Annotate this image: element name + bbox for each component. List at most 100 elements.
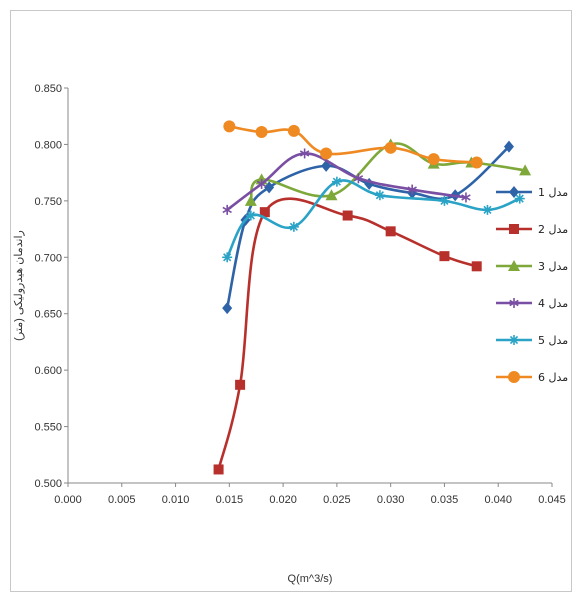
data-point-stroke bbox=[483, 205, 492, 214]
data-point bbox=[325, 189, 338, 201]
data-point bbox=[503, 140, 514, 153]
data-point bbox=[213, 464, 224, 475]
data-point bbox=[331, 176, 342, 187]
axes bbox=[67, 88, 552, 484]
x-tick-label: 0.010 bbox=[162, 494, 190, 506]
legend: مدل 1 مدل 2 مدل 3 مدل 4 مدل 5 مدل 6 bbox=[496, 186, 568, 384]
legend-entry-3: مدل 3 bbox=[496, 260, 568, 273]
series-line bbox=[217, 197, 479, 471]
y-tick-label: 0.850 bbox=[34, 83, 62, 95]
legend-entry-5: مدل 5 bbox=[496, 334, 568, 347]
x-tick-label: 0.035 bbox=[431, 494, 459, 506]
data-point bbox=[222, 204, 232, 215]
series-4 bbox=[222, 148, 471, 215]
x-tick-label: 0.025 bbox=[323, 494, 351, 506]
x-tick-label: 0.015 bbox=[216, 494, 244, 506]
data-point bbox=[288, 221, 299, 232]
legend-entry-4: مدل 4 bbox=[496, 297, 568, 310]
data-point bbox=[427, 153, 440, 166]
series-line bbox=[225, 145, 511, 310]
data-point bbox=[299, 148, 310, 159]
data-point bbox=[384, 141, 397, 154]
data-point-stroke bbox=[509, 299, 519, 307]
data-point bbox=[509, 335, 519, 345]
legend-entry-1: مدل 1 bbox=[496, 186, 568, 199]
y-axis-title: راندمان هیدرولیکی (متر) bbox=[13, 230, 25, 341]
x-tick-label: 0.020 bbox=[269, 494, 297, 506]
data-point bbox=[439, 195, 450, 206]
legend-label: مدل 6 bbox=[538, 371, 568, 384]
data-point-stroke bbox=[407, 186, 417, 193]
data-point bbox=[385, 226, 396, 237]
data-point bbox=[471, 261, 482, 272]
legend-label: مدل 1 bbox=[538, 186, 568, 199]
legend-label: مدل 3 bbox=[538, 260, 568, 273]
legend-entry-2: مدل 2 bbox=[496, 223, 568, 236]
series-layer bbox=[213, 120, 532, 475]
data-point-stroke bbox=[222, 206, 232, 214]
y-tick-label: 0.700 bbox=[34, 252, 62, 264]
x-tick-label: 0.005 bbox=[108, 494, 136, 506]
data-point bbox=[509, 186, 519, 198]
x-tick-labels: 0.000 0.005 0.010 0.015 0.020 0.025 0.030 0.035… bbox=[54, 483, 566, 506]
data-point bbox=[461, 192, 471, 203]
data-point-stroke bbox=[223, 253, 232, 262]
data-point bbox=[259, 207, 270, 218]
data-point bbox=[245, 210, 256, 221]
data-point bbox=[508, 260, 520, 271]
x-tick-label: 0.000 bbox=[54, 494, 82, 506]
data-point bbox=[244, 194, 257, 206]
x-axis-title: Q(m^3/s) bbox=[288, 573, 333, 585]
data-point-stroke bbox=[332, 177, 341, 186]
x-tick-label: 0.045 bbox=[538, 494, 566, 506]
data-point bbox=[320, 147, 333, 160]
legend-entry-6: مدل 6 bbox=[496, 371, 568, 384]
y-tick-label: 0.750 bbox=[34, 196, 62, 208]
y-tick-label: 0.800 bbox=[34, 139, 62, 151]
data-point bbox=[519, 164, 532, 176]
data-point bbox=[508, 371, 520, 383]
data-point-stroke bbox=[299, 150, 310, 157]
data-point-stroke bbox=[353, 175, 364, 182]
data-point-stroke bbox=[509, 335, 519, 345]
data-point bbox=[222, 302, 233, 315]
data-point bbox=[514, 193, 525, 204]
data-point bbox=[222, 252, 233, 263]
chart-frame bbox=[10, 10, 572, 592]
data-point bbox=[509, 298, 519, 308]
x-tick-label: 0.030 bbox=[377, 494, 405, 506]
series-5 bbox=[222, 176, 525, 263]
y-tick-label: 0.500 bbox=[34, 478, 62, 490]
data-point-stroke bbox=[375, 191, 385, 200]
y-tick-label: 0.600 bbox=[34, 365, 62, 377]
legend-label: مدل 4 bbox=[538, 297, 568, 310]
series-line bbox=[225, 179, 522, 259]
data-point-stroke bbox=[515, 194, 524, 203]
data-point-stroke bbox=[440, 196, 449, 205]
data-point bbox=[235, 379, 246, 390]
data-point bbox=[482, 204, 493, 215]
data-point bbox=[256, 178, 267, 189]
data-point bbox=[509, 224, 519, 234]
data-point-stroke bbox=[256, 180, 267, 188]
data-point-stroke bbox=[461, 194, 471, 201]
legend-label: مدل 5 bbox=[538, 334, 568, 347]
y-tick-label: 0.550 bbox=[34, 422, 62, 434]
data-point bbox=[342, 210, 353, 221]
y-tick-labels: 0.850 0.800 0.750 0.700 0.650 0.600 0.550 0.500 bbox=[34, 83, 68, 490]
data-point bbox=[470, 156, 483, 169]
data-point-stroke bbox=[289, 222, 298, 231]
x-tick-label: 0.040 bbox=[484, 494, 512, 506]
data-point bbox=[223, 120, 236, 133]
data-point bbox=[353, 173, 364, 184]
data-point bbox=[374, 190, 385, 201]
data-point bbox=[407, 184, 417, 195]
data-point bbox=[255, 126, 268, 139]
series-6 bbox=[223, 120, 483, 169]
data-point-stroke bbox=[246, 211, 255, 220]
data-point bbox=[439, 251, 450, 262]
data-point bbox=[287, 124, 300, 137]
series-2 bbox=[213, 197, 482, 475]
y-tick-label: 0.650 bbox=[34, 309, 62, 321]
